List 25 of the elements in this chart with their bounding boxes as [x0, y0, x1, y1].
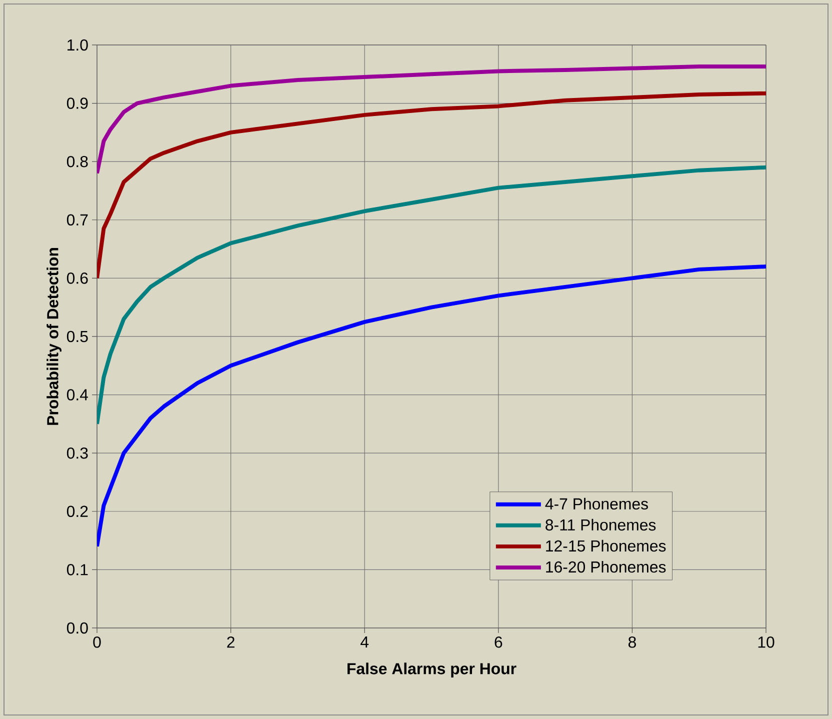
line-series — [97, 64, 766, 176]
y-tick-label: 0.3 — [66, 447, 88, 459]
legend-label: 8-11 Phonemes — [546, 518, 656, 531]
y-tick-label: 0.9 — [66, 98, 88, 109]
x-tick-label: 0 — [93, 636, 101, 648]
legend-label: 16-20 Phonemes — [546, 560, 666, 573]
y-tick-label: 0.5 — [66, 330, 88, 342]
y-tick-label: 0.6 — [66, 272, 88, 284]
y-tick-label: 0.1 — [66, 564, 88, 576]
y-tick-label: 0.2 — [66, 506, 88, 518]
line-series — [97, 165, 766, 426]
y-tick-label: 0.7 — [66, 214, 88, 226]
legend-label: 4-7 Phonemes — [545, 498, 648, 510]
x-tick-label: 6 — [494, 636, 502, 648]
y-tick-label: 0.8 — [66, 156, 88, 168]
y-tick-label: 0.0 — [66, 622, 88, 634]
x-tick-label: 2 — [227, 636, 234, 648]
y-tick-label: 1.0 — [68, 39, 88, 51]
x-tick-label: 8 — [628, 636, 636, 648]
x-tick-label: 10 — [758, 636, 774, 648]
x-axis-title: False Alarms per Hour — [348, 662, 516, 678]
x-tick-label: 4 — [360, 636, 369, 648]
y-tick-label: 0.4 — [66, 389, 88, 400]
legend-label: 12-15 Phonemes — [546, 540, 666, 552]
y-axis-title: Probability of Detection — [46, 248, 62, 425]
